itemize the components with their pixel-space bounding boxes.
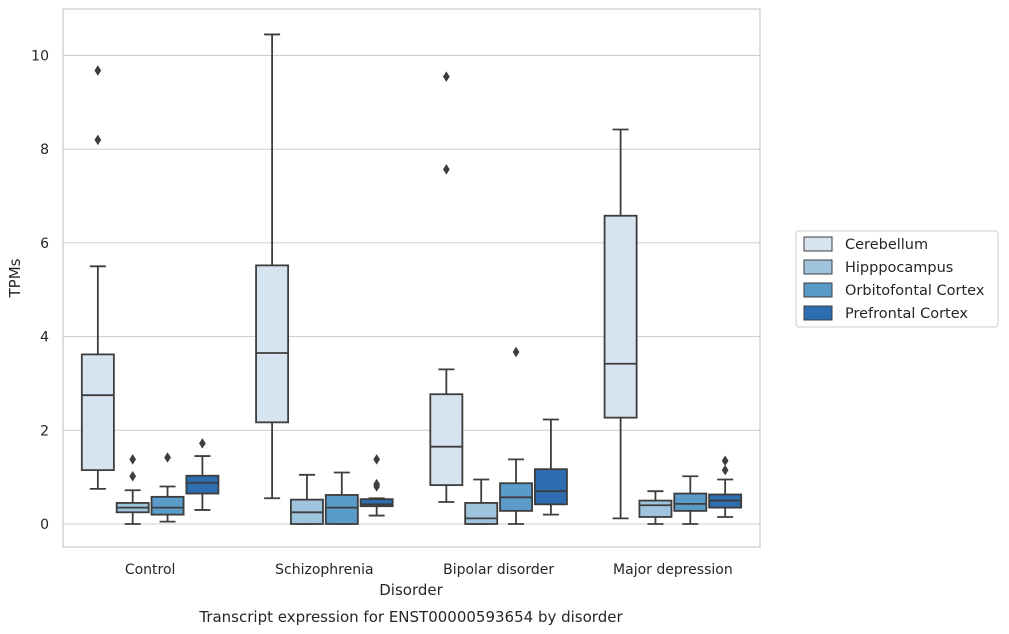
box-prefrontal-cortex xyxy=(185,438,220,511)
plot-area-frame xyxy=(62,8,761,548)
x-axis-label: Disorder xyxy=(379,581,443,599)
outlier-point xyxy=(373,454,381,465)
x-tick-label: Major depression xyxy=(613,562,733,578)
grid-lines xyxy=(63,55,760,525)
chart-title: Transcript expression for ENST0000059365… xyxy=(198,608,623,626)
outlier-point xyxy=(442,71,450,82)
box-prefrontal-cortex xyxy=(533,418,568,516)
y-axis-label: TPMs xyxy=(6,258,24,298)
box-iqr xyxy=(464,502,499,525)
box-iqr xyxy=(638,499,673,518)
outlier-point xyxy=(164,452,171,463)
box-cerebellum xyxy=(429,71,464,503)
box-iqr xyxy=(150,495,185,516)
y-tick-label: 2 xyxy=(40,423,49,439)
box-orbitofontal-cortex xyxy=(324,471,359,525)
x-tick-label: Bipolar disorder xyxy=(443,562,554,578)
outlier-point xyxy=(721,455,729,467)
outlier-point xyxy=(199,438,206,449)
box-iqr xyxy=(673,492,708,512)
legend-label: Cerebellum xyxy=(845,237,928,253)
box-iqr xyxy=(429,393,464,487)
box-cerebellum xyxy=(80,65,115,490)
legend-label: Orbitofontal Cortex xyxy=(845,283,985,299)
y-tick-label: 10 xyxy=(31,49,49,65)
outlier-point xyxy=(129,470,137,482)
x-tick-label: Control xyxy=(125,562,176,578)
box-groups xyxy=(80,33,743,525)
box-hipppocampus xyxy=(115,454,150,525)
box-hipppocampus xyxy=(464,478,499,525)
box-iqr xyxy=(255,264,290,424)
box-orbitofontal-cortex xyxy=(499,346,533,525)
box-orbitofontal-cortex xyxy=(150,452,185,523)
outlier-point xyxy=(373,478,381,490)
box-prefrontal-cortex xyxy=(708,455,743,518)
legend-label: Hipppocampus xyxy=(845,260,953,276)
y-tick-label: 6 xyxy=(40,236,49,252)
box-iqr xyxy=(80,353,115,472)
box-hipppocampus xyxy=(290,473,324,525)
y-tick-label: 0 xyxy=(40,517,49,533)
outlier-point xyxy=(94,65,102,76)
x-tick-label: Schizophrenia xyxy=(275,562,373,578)
outlier-point xyxy=(94,134,102,146)
legend-swatch xyxy=(803,236,833,252)
legend: Cerebellum Hipppocampus Orbitofontal Corte… xyxy=(795,230,999,328)
outlier-point xyxy=(512,346,520,358)
y-tick-label: 8 xyxy=(40,142,49,158)
box-iqr xyxy=(185,474,220,495)
legend-swatch xyxy=(803,282,833,298)
box-orbitofontal-cortex xyxy=(673,475,708,525)
box-cerebellum xyxy=(603,128,638,520)
outlier-point xyxy=(442,164,450,175)
box-iqr xyxy=(359,498,394,508)
box-cerebellum xyxy=(255,33,290,500)
box-iqr xyxy=(603,214,638,419)
y-tick-label: 4 xyxy=(40,330,49,346)
box-iqr xyxy=(324,494,359,525)
outlier-point xyxy=(129,454,137,465)
box-iqr xyxy=(533,468,568,506)
legend-swatch xyxy=(803,259,833,275)
legend-swatch xyxy=(803,305,833,321)
legend-label: Prefrontal Cortex xyxy=(845,306,968,322)
box-hipppocampus xyxy=(638,490,673,525)
legend-frame xyxy=(795,230,999,328)
box-prefrontal-cortex xyxy=(359,454,394,517)
x-axis-ticks: Control Schizophrenia Bipolar disorder Majo… xyxy=(125,562,733,578)
y-axis-ticks: 0 2 4 6 8 10 xyxy=(31,49,49,534)
outlier-point xyxy=(721,464,729,476)
